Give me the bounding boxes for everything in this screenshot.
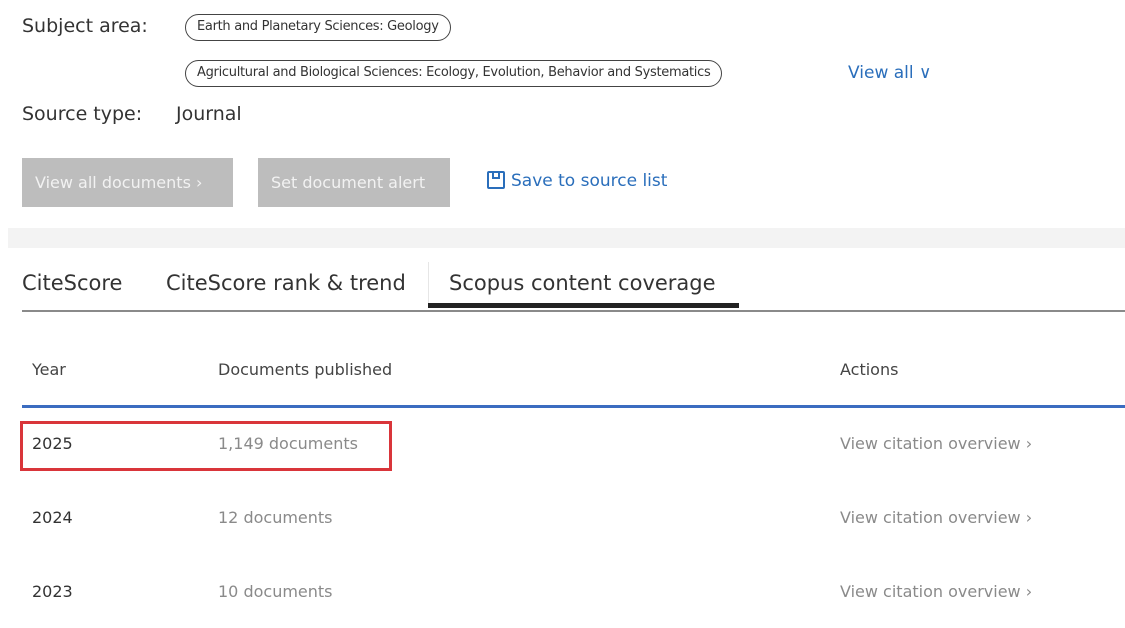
table-header-rule xyxy=(22,405,1125,408)
view-citation-overview-link[interactable]: View citation overview › xyxy=(840,582,1033,601)
row-year: 2025 xyxy=(32,434,73,453)
save-to-source-list-link[interactable]: Save to source list xyxy=(487,171,667,191)
row-year: 2023 xyxy=(32,582,73,601)
header-actions: Actions xyxy=(840,360,899,379)
highlight-box xyxy=(20,421,392,471)
header-documents: Documents published xyxy=(218,360,393,379)
active-tab-indicator xyxy=(428,303,739,308)
source-type-value: Journal xyxy=(176,103,242,125)
row-year: 2024 xyxy=(32,508,73,527)
tab-citescore[interactable]: CiteScore xyxy=(22,271,123,295)
save-label: Save to source list xyxy=(511,171,668,191)
row-documents: 12 documents xyxy=(218,508,333,527)
row-documents: 10 documents xyxy=(218,582,333,601)
row-documents: 1,149 documents xyxy=(218,434,358,453)
tab-bar-line xyxy=(22,310,1125,312)
view-all-documents-button[interactable]: View all documents › xyxy=(22,158,233,207)
view-citation-overview-link[interactable]: View citation overview › xyxy=(840,508,1033,527)
section-divider xyxy=(8,228,1125,248)
subject-tag-geology[interactable]: Earth and Planetary Sciences: Geology xyxy=(185,14,451,41)
source-type-label: Source type: xyxy=(22,103,143,125)
subject-area-label: Subject area: xyxy=(22,15,148,37)
view-citation-overview-link[interactable]: View citation overview › xyxy=(840,434,1033,453)
tab-citescore-rank-trend[interactable]: CiteScore rank & trend xyxy=(166,271,406,295)
tab-scopus-content-coverage[interactable]: Scopus content coverage xyxy=(449,271,716,295)
header-year: Year xyxy=(32,360,66,379)
save-icon xyxy=(487,171,505,189)
tab-separator xyxy=(428,262,429,304)
view-all-link[interactable]: View all ∨ xyxy=(848,63,932,83)
subject-tag-ecology[interactable]: Agricultural and Biological Sciences: Ec… xyxy=(185,60,723,87)
set-document-alert-button[interactable]: Set document alert xyxy=(258,158,450,207)
